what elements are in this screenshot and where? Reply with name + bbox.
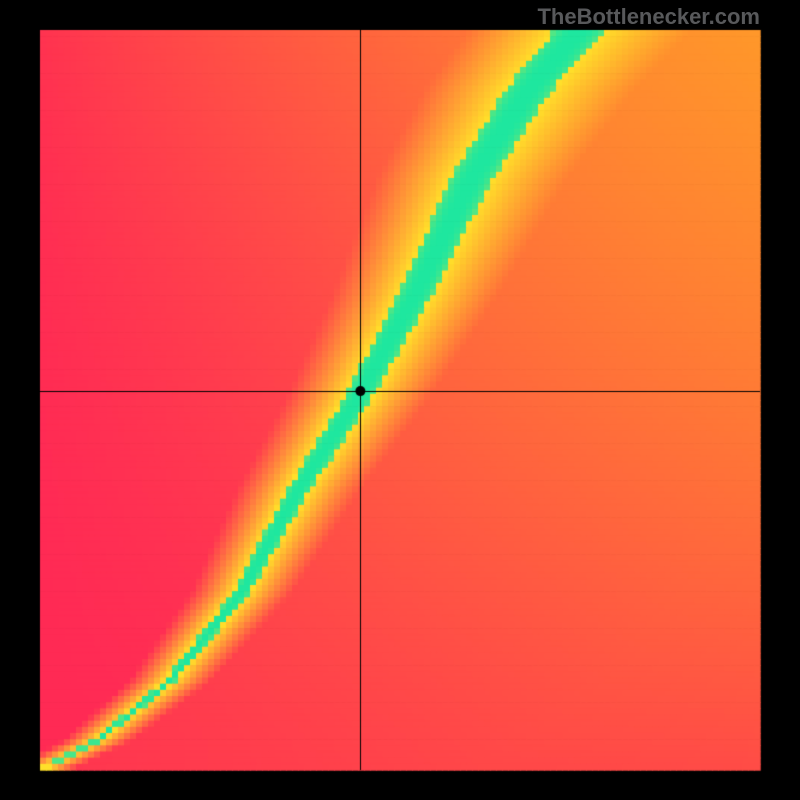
chart-container: TheBottlenecker.com <box>0 0 800 800</box>
heatmap-canvas <box>0 0 800 800</box>
